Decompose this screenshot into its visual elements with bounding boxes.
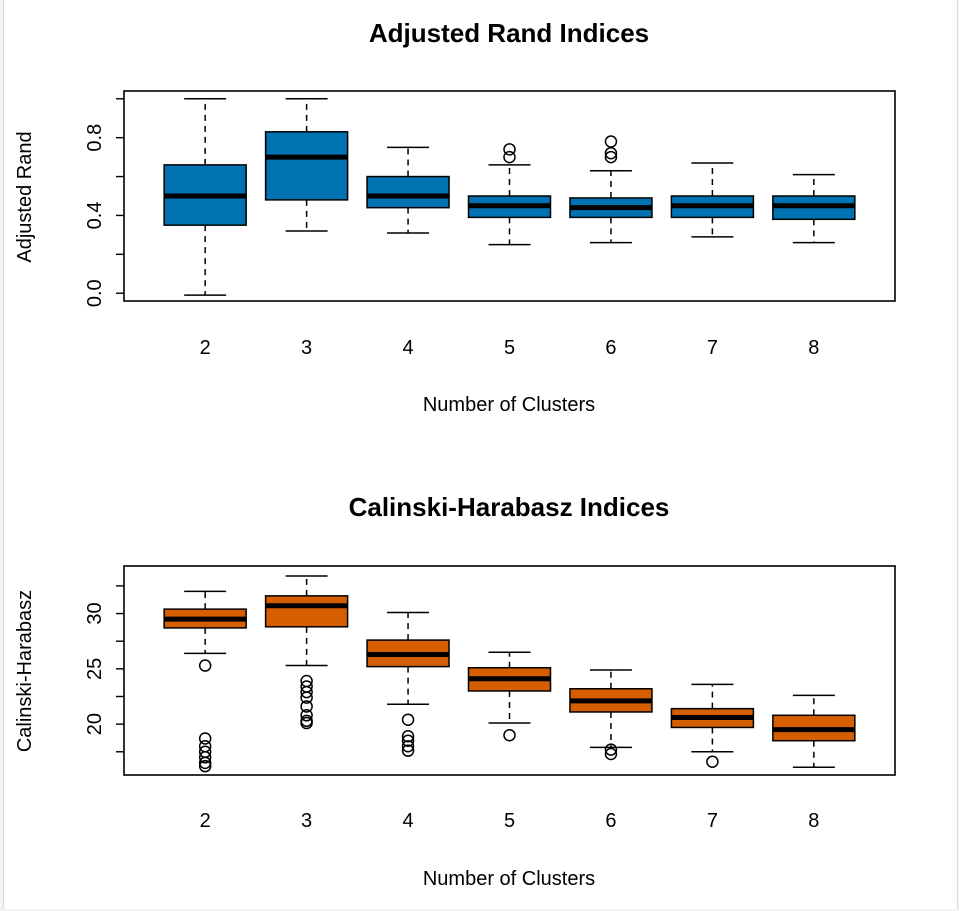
box-2 bbox=[163, 590, 247, 773]
outlier-point bbox=[604, 135, 618, 148]
x-tick-label: 8 bbox=[808, 810, 819, 832]
box-3 bbox=[264, 98, 349, 232]
outlier-point bbox=[401, 713, 415, 726]
x-tick-label: 2 bbox=[200, 810, 211, 832]
x-tick-label: 5 bbox=[504, 810, 515, 832]
x-tick-label: 7 bbox=[707, 337, 718, 359]
box-5 bbox=[467, 143, 552, 246]
figure-frame bbox=[3, 0, 958, 909]
outlier-point bbox=[401, 734, 415, 747]
x-tick-label: 3 bbox=[301, 337, 312, 359]
outlier-point bbox=[300, 700, 313, 713]
y-tick-label: 20 bbox=[84, 713, 106, 735]
x-tick-label: 6 bbox=[605, 810, 616, 832]
x-tick-label: 4 bbox=[402, 337, 413, 359]
box-6 bbox=[569, 669, 653, 761]
outlier-point bbox=[604, 150, 618, 164]
outlier-point bbox=[198, 759, 212, 773]
box-7 bbox=[670, 683, 755, 768]
y-axis-label: Adjusted Rand bbox=[14, 131, 36, 262]
x-tick-label: 2 bbox=[200, 337, 211, 359]
x-axis-label: Number of Clusters bbox=[423, 868, 595, 890]
x-tick-label: 3 bbox=[301, 810, 312, 832]
outlier-point bbox=[198, 756, 212, 770]
outlier-point bbox=[503, 728, 516, 742]
outlier-point bbox=[300, 691, 313, 704]
outlier-point bbox=[401, 730, 415, 743]
outlier-point bbox=[706, 755, 719, 768]
y-tick-label: 30 bbox=[84, 602, 106, 624]
outlier-point bbox=[300, 685, 313, 699]
chart-title: Calinski-Harabasz Indices bbox=[349, 492, 670, 522]
outlier-point bbox=[300, 709, 313, 722]
outlier-point bbox=[503, 143, 516, 156]
outlier-point bbox=[198, 751, 212, 764]
box-4 bbox=[366, 611, 450, 757]
outlier-point bbox=[198, 732, 212, 745]
y-tick-label: 25 bbox=[84, 658, 106, 680]
plot-area-border bbox=[123, 90, 896, 302]
outlier-point bbox=[503, 150, 516, 164]
x-tick-label: 8 bbox=[808, 337, 819, 359]
outlier-point bbox=[401, 739, 415, 753]
box-8 bbox=[772, 173, 856, 244]
box-4 bbox=[366, 146, 450, 234]
x-tick-label: 4 bbox=[402, 810, 413, 832]
x-tick-label: 7 bbox=[707, 810, 718, 832]
outlier-point bbox=[604, 747, 618, 761]
box-body bbox=[366, 175, 450, 209]
plot-area-border bbox=[123, 565, 896, 776]
y-tick-label: 0.4 bbox=[84, 202, 106, 230]
box-6 bbox=[569, 135, 653, 244]
calinski-harabasz-panel: Calinski-Harabasz Indices Number of Clus… bbox=[14, 492, 896, 890]
y-tick-label: 0.8 bbox=[84, 124, 106, 152]
chart-title: Adjusted Rand Indices bbox=[369, 18, 649, 48]
box-body bbox=[264, 131, 349, 201]
x-tick-label: 5 bbox=[504, 337, 515, 359]
outlier-point bbox=[198, 659, 212, 672]
x-axis-label: Number of Clusters bbox=[423, 394, 595, 416]
y-axis-label: Calinski-Harabasz bbox=[14, 590, 36, 752]
x-tick-label: 6 bbox=[605, 337, 616, 359]
box-8 bbox=[772, 694, 856, 769]
box-5 bbox=[467, 651, 552, 742]
y-tick-label: 0.0 bbox=[84, 279, 106, 307]
outlier-point bbox=[604, 743, 618, 756]
box-2 bbox=[163, 98, 247, 296]
adjusted-rand-panel: Adjusted Rand Indices Number of Clusters… bbox=[14, 18, 896, 416]
outlier-point bbox=[401, 744, 415, 757]
box-3 bbox=[264, 575, 349, 730]
outlier-point bbox=[300, 716, 313, 730]
box-7 bbox=[670, 162, 755, 238]
box-body bbox=[264, 595, 349, 628]
